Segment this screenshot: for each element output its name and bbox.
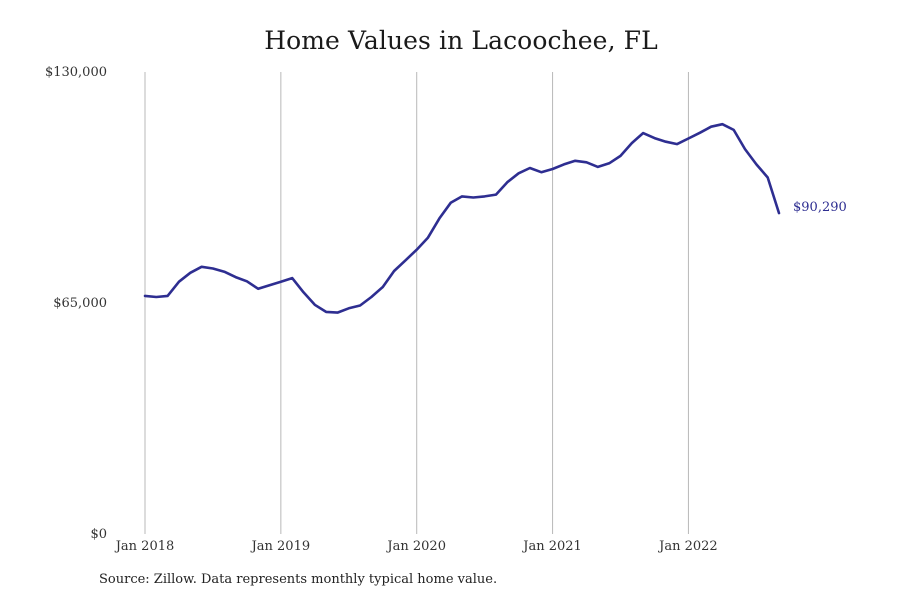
x-tick-label: Jan 2021: [521, 539, 582, 554]
y-tick-label: $65,000: [53, 296, 107, 311]
y-tick-label: $130,000: [45, 65, 107, 80]
chart-title: Home Values in Lacoochee, FL: [264, 26, 658, 55]
x-tick-label: Jan 2020: [385, 539, 446, 554]
y-axis-tick-labels: $0 $65,000 $130,000: [45, 65, 107, 542]
series-line: [143, 122, 781, 314]
x-tick-label: Jan 2018: [114, 539, 175, 554]
series-end-value-label: $90,290: [793, 200, 847, 215]
series-layer: [143, 122, 781, 314]
x-tick-label: Jan 2019: [250, 539, 311, 554]
source-note: Source: Zillow. Data represents monthly …: [99, 572, 498, 587]
vertical-gridlines: [144, 72, 689, 534]
x-tick-label: Jan 2022: [657, 539, 718, 554]
end-label-layer: $90,290: [793, 200, 847, 215]
x-axis-tick-labels: Jan 2018 Jan 2019 Jan 2020 Jan 2021 Jan 2022: [114, 539, 718, 554]
y-tick-label: $0: [90, 527, 107, 542]
